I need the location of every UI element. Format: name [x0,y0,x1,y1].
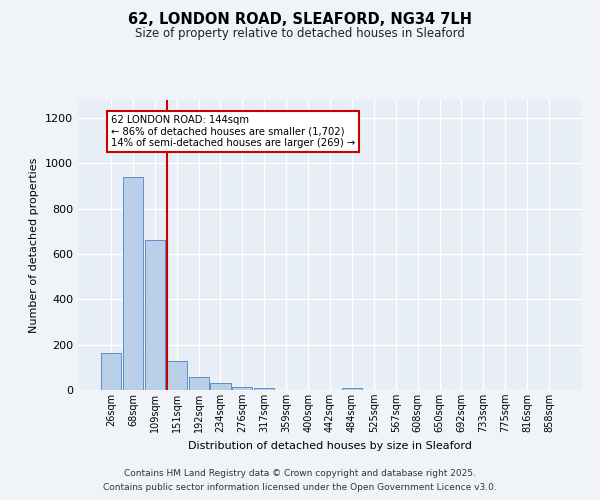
Bar [123,177,143,390]
Bar [342,388,362,390]
X-axis label: Distribution of detached houses by size in Sleaford: Distribution of detached houses by size … [188,440,472,450]
Bar [167,360,187,390]
Y-axis label: Number of detached properties: Number of detached properties [29,158,40,332]
Text: Size of property relative to detached houses in Sleaford: Size of property relative to detached ho… [135,28,465,40]
Bar [188,377,209,390]
Text: Contains public sector information licensed under the Open Government Licence v3: Contains public sector information licen… [103,484,497,492]
Bar [211,383,230,390]
Bar [101,353,121,390]
Bar [232,387,253,390]
Text: 62 LONDON ROAD: 144sqm
← 86% of detached houses are smaller (1,702)
14% of semi-: 62 LONDON ROAD: 144sqm ← 86% of detached… [111,114,355,148]
Text: 62, LONDON ROAD, SLEAFORD, NG34 7LH: 62, LONDON ROAD, SLEAFORD, NG34 7LH [128,12,472,28]
Bar [254,388,274,390]
Bar [145,240,165,390]
Text: Contains HM Land Registry data © Crown copyright and database right 2025.: Contains HM Land Registry data © Crown c… [124,468,476,477]
